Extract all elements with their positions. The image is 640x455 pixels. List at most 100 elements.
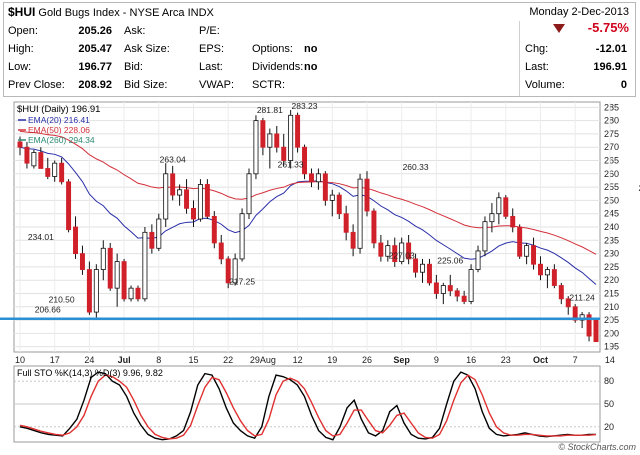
candle-up: [142, 231, 148, 300]
field-pe: P/E:: [199, 25, 220, 37]
candle: [52, 160, 58, 182]
price-annotation: 281.81: [257, 105, 283, 115]
candle: [586, 312, 592, 342]
candle: [218, 234, 224, 265]
candle: [246, 168, 252, 220]
candle: [399, 237, 405, 265]
sto-k-line: [19, 371, 596, 441]
x-tick-label: 19: [327, 355, 337, 365]
change-percent: -5.75%: [587, 20, 629, 35]
x-tick-label: Sep: [393, 355, 410, 365]
x-tick-label: 12: [293, 355, 303, 365]
candle: [38, 147, 44, 169]
x-tick-label: 16: [466, 355, 476, 365]
sto-y-tick-label: 50: [604, 399, 614, 409]
y-tick-label: 240: [604, 222, 619, 232]
candle-down: [225, 258, 231, 284]
candle-up: [177, 189, 183, 196]
candle-down: [593, 319, 599, 343]
y-tick-label: 270: [604, 142, 619, 152]
x-tick-label: 23: [501, 355, 511, 365]
y-tick-label: 250: [604, 195, 619, 205]
candle: [274, 125, 280, 153]
y-tick-label: 280: [604, 116, 619, 126]
candle: [454, 288, 460, 302]
candle-up: [156, 218, 162, 249]
field-volume: Volume: 0: [525, 79, 627, 91]
x-tick-label: 26: [362, 355, 372, 365]
candle: [73, 216, 78, 259]
field-prev-close: Prev Close: 208.92: [8, 79, 112, 91]
candle-down: [281, 146, 287, 161]
candle-down: [170, 173, 176, 196]
candle: [142, 227, 148, 302]
y-tick-label: 210: [604, 302, 619, 312]
candle: [440, 282, 446, 305]
candle-down: [510, 215, 516, 228]
price-annotation: 263.04: [160, 155, 186, 165]
price-annotation: 260.33: [403, 162, 429, 172]
candle: [364, 171, 370, 217]
y-tick-label: 265: [604, 156, 619, 166]
candle-down: [392, 245, 398, 262]
candle-up: [114, 261, 120, 289]
candle-up: [93, 269, 99, 313]
candle: [524, 242, 530, 265]
candle: [100, 240, 106, 281]
candle: [66, 179, 72, 233]
candle: [86, 261, 92, 315]
candle: [177, 184, 183, 206]
candle-down: [59, 162, 65, 183]
candle-up: [420, 263, 425, 273]
candle: [295, 112, 301, 153]
field-last-price: Last: 196.91: [525, 61, 627, 73]
candle: [447, 274, 453, 297]
price-annotation: 252.43: [639, 183, 640, 193]
candle-down: [295, 114, 301, 148]
candle-up: [100, 247, 106, 270]
candle-down: [211, 215, 217, 244]
candle: [184, 179, 190, 214]
candle-down: [413, 258, 419, 273]
candle: [433, 274, 439, 299]
candle: [114, 253, 120, 307]
price-annotation: 211.24: [569, 292, 595, 302]
candle: [281, 133, 287, 166]
candle-down: [551, 269, 557, 286]
candle: [211, 211, 217, 249]
candle-down: [24, 146, 30, 164]
candle: [149, 224, 155, 254]
price-annotation: 227.03: [389, 250, 415, 260]
candle-down: [308, 173, 314, 183]
down-arrow-icon: [553, 24, 565, 33]
y-tick-label: 275: [604, 129, 619, 139]
legend-entry: EMA(260) 294.34: [28, 135, 95, 145]
x-tick-label: 29Aug: [250, 355, 276, 365]
price-annotation: 225.06: [437, 256, 463, 266]
field-eps: EPS:: [199, 43, 225, 55]
candle: [308, 168, 314, 188]
sto-y-tick-label: 20: [604, 422, 614, 432]
y-tick-label: 230: [604, 249, 619, 259]
candle-up: [440, 285, 446, 294]
candle-up: [246, 173, 252, 215]
chart-title: $HUI (Daily) 196.91: [17, 104, 100, 115]
candle-down: [406, 242, 412, 260]
field-vwap: VWAP:: [199, 79, 235, 91]
candle: [558, 282, 564, 305]
candle: [225, 256, 231, 289]
stochastic-chart: 20 50 80 Full STO %K(14,3) %D(3) 9.96, 9.82: [13, 365, 614, 443]
candle: [267, 128, 273, 169]
candle: [204, 179, 210, 220]
field-sctr: SCTR:: [252, 79, 285, 91]
candle: [357, 173, 363, 254]
candle-down: [38, 152, 44, 169]
candle: [197, 179, 203, 222]
candle-down: [218, 242, 224, 260]
candle-down: [191, 207, 196, 220]
candle: [170, 165, 176, 201]
candle-down: [73, 226, 78, 254]
candle-down: [343, 213, 349, 233]
candle-down: [538, 263, 543, 276]
candle-down: [378, 242, 384, 257]
